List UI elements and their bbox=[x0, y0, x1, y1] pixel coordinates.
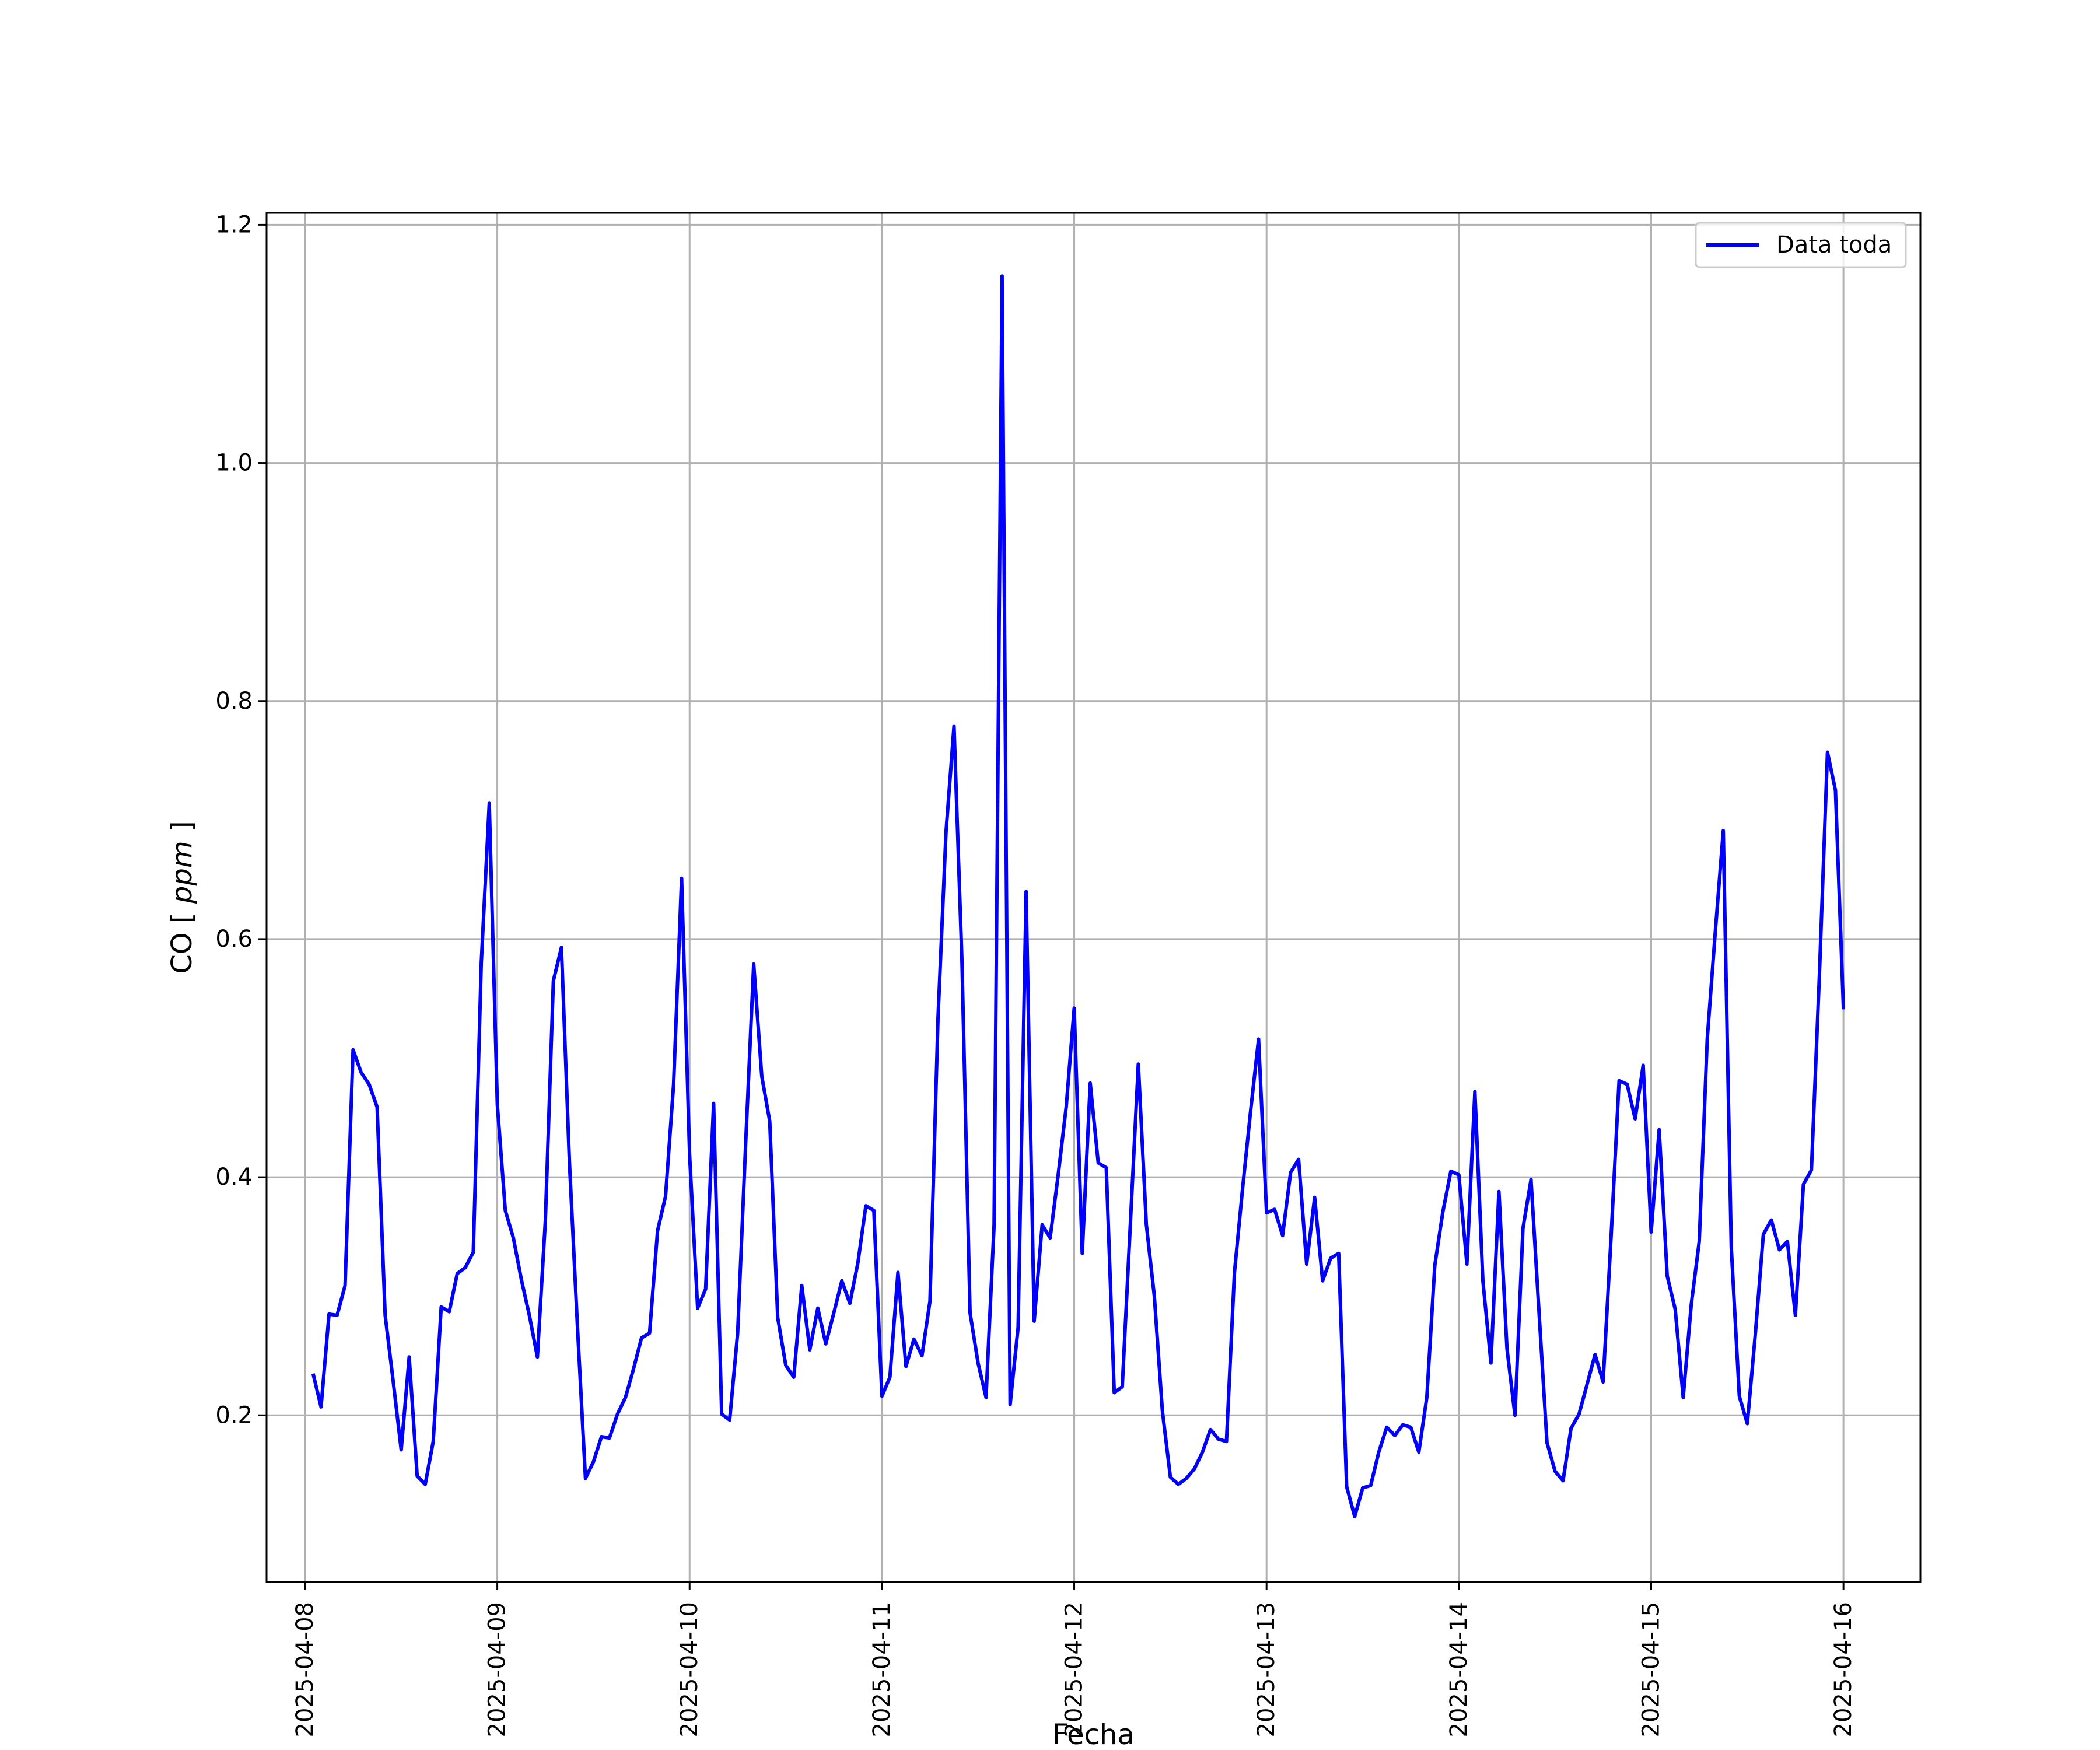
legend-entry-data-toda: Data toda bbox=[1776, 232, 1892, 258]
plot-frame bbox=[265, 212, 1922, 1583]
legend-box bbox=[1695, 222, 1907, 268]
x-tick-label: 2025-04-13 bbox=[1253, 1602, 1280, 1737]
series-layer bbox=[311, 274, 1846, 1518]
legend: Data toda bbox=[1695, 222, 1907, 268]
y-tick-label: 0.8 bbox=[215, 688, 253, 715]
y-tick-label: 1.0 bbox=[215, 450, 253, 477]
x-axis-ticks: 2025-04-08 2025-04-09 2025-04-10 2025-04-11… bbox=[292, 1582, 1857, 1737]
x-tick-label: 2025-04-16 bbox=[1830, 1602, 1857, 1737]
x-tick-label: 2025-04-10 bbox=[676, 1602, 703, 1737]
x-tick-label: 2025-04-11 bbox=[869, 1602, 895, 1737]
y-gridlines bbox=[267, 223, 1920, 1416]
x-tick-label: 2025-04-09 bbox=[484, 1602, 511, 1737]
y-axis-label: CO [ ppm ] bbox=[166, 821, 198, 974]
series-line-data-toda bbox=[311, 274, 1846, 1518]
y-axis-label-open-bracket: [ bbox=[166, 912, 198, 923]
y-tick-label: 0.2 bbox=[215, 1402, 253, 1429]
y-tick-label: 1.2 bbox=[215, 211, 253, 238]
x-gridlines bbox=[304, 213, 1845, 1582]
y-axis-label-text: CO bbox=[166, 932, 198, 974]
y-axis-label-unit: ppm bbox=[166, 841, 198, 904]
x-tick-label: 2025-04-14 bbox=[1446, 1602, 1472, 1737]
x-tick-label: 2025-04-15 bbox=[1637, 1602, 1664, 1737]
x-axis-label: Fecha bbox=[1052, 1718, 1135, 1750]
y-axis-ticks: 0.2 0.4 0.6 0.8 1.0 1.2 bbox=[215, 211, 267, 1429]
x-tick-label: 2025-04-08 bbox=[292, 1602, 318, 1737]
y-axis-label-close-bracket: ] bbox=[166, 821, 198, 832]
y-tick-label: 0.4 bbox=[215, 1164, 253, 1191]
y-tick-label: 0.6 bbox=[215, 926, 253, 953]
x-tick-label: 2025-04-12 bbox=[1061, 1602, 1088, 1737]
